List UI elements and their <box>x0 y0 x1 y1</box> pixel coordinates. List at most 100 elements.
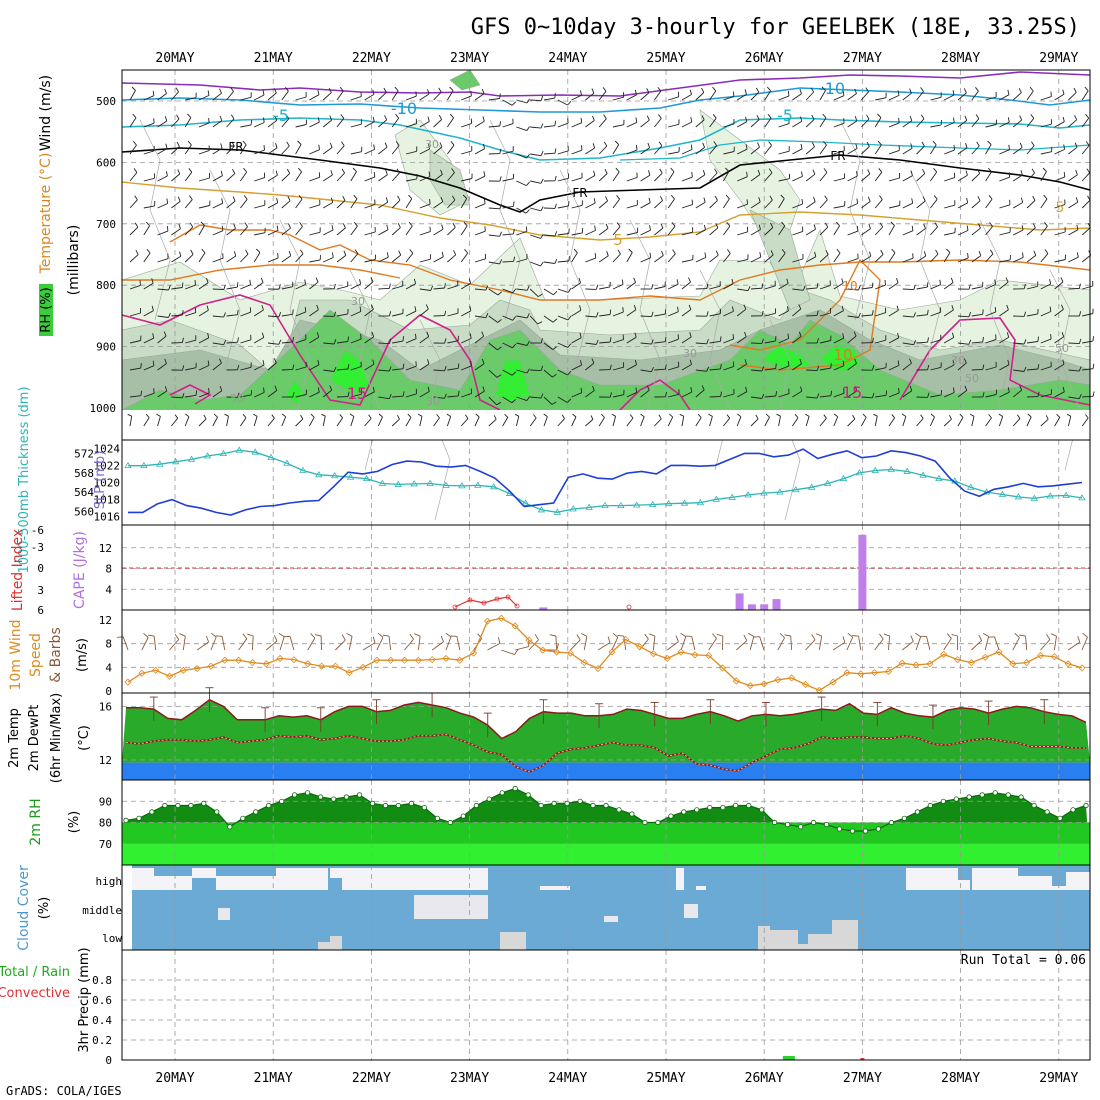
lifted-index-marker <box>626 604 632 610</box>
wind-barb <box>833 225 840 236</box>
wind-barb <box>557 315 569 321</box>
thickness-marker <box>617 501 625 508</box>
wind-barb <box>543 261 555 264</box>
wind-barb <box>819 199 828 209</box>
wind-barb-flag <box>594 253 597 259</box>
temperature-tick-label: 16 <box>99 700 112 713</box>
wind-barb <box>184 144 192 155</box>
wind-barb-flag <box>164 386 168 392</box>
rh-marker <box>875 826 882 832</box>
wind-barb-flag <box>395 114 400 119</box>
contour-label: FR <box>572 186 587 200</box>
wind-barb-flag <box>220 170 223 176</box>
wind-barb-flag <box>591 88 595 94</box>
rh-marker <box>214 809 220 815</box>
wind-barb-flag <box>761 283 764 289</box>
wind-barb <box>847 148 858 155</box>
wind-barb-flag <box>856 198 859 204</box>
wind-barb-flag <box>414 633 421 637</box>
wind-barb-flag <box>867 196 871 202</box>
wind-barb <box>916 286 928 290</box>
wind-barb <box>598 145 608 155</box>
wind-barb <box>944 204 955 209</box>
wind-barb-flag <box>965 143 968 148</box>
wind-barb-flag <box>469 333 472 339</box>
rh-marker <box>1005 792 1011 798</box>
wind-barb <box>474 120 485 128</box>
wind-barb-flag <box>1044 222 1048 227</box>
wind-barb <box>461 95 472 101</box>
wind-barb-flag <box>982 364 985 370</box>
thickness-marker <box>792 485 800 493</box>
wind-barb-flag <box>140 390 143 396</box>
wind-barb <box>957 174 968 182</box>
wind-barb-flag <box>354 249 359 254</box>
temperature-contour <box>121 87 1091 113</box>
wind-speed-marker <box>788 674 796 682</box>
wind-barb <box>1026 416 1032 427</box>
wind-barb-flag <box>1044 249 1049 254</box>
wind-barb <box>336 313 348 317</box>
wind-barb <box>295 198 303 209</box>
wind-barb <box>902 147 913 155</box>
wind-barb <box>874 144 882 155</box>
wind-barb-flag <box>1062 359 1065 365</box>
wind-barb <box>184 199 193 209</box>
wind-barb <box>875 367 887 371</box>
wind-barb-flag <box>244 222 248 227</box>
wind-barb-flag <box>745 144 748 150</box>
wind-barb <box>267 174 278 182</box>
wind-barb-flag <box>499 231 503 237</box>
wind-barb <box>985 311 996 317</box>
wind-barb-flag <box>511 101 517 106</box>
wind-barb <box>253 309 264 317</box>
wind-speed-marker <box>290 656 298 664</box>
wind-barb <box>902 342 914 346</box>
wind-barb <box>419 336 429 344</box>
wind-barb <box>723 338 734 344</box>
wind-barb <box>171 118 180 128</box>
wind-barb-flag <box>485 313 489 318</box>
wind-barb-flag <box>824 222 829 228</box>
wind-barb <box>916 341 928 344</box>
wind-barb-flag <box>317 387 320 393</box>
wind-speed-marker <box>1050 653 1058 661</box>
wind-barb-flag <box>920 87 924 92</box>
wind-barb-flag <box>220 143 223 149</box>
wind-barb <box>792 308 802 317</box>
wind-barb-flag <box>854 358 857 364</box>
wind-barb <box>295 338 307 344</box>
wind-barb <box>557 396 568 403</box>
wind-barb-flag <box>959 413 964 418</box>
wind-barb-flag <box>768 168 773 173</box>
wind-barb <box>930 226 938 236</box>
wind-barb <box>858 636 862 651</box>
wind-barb-flag <box>821 86 826 91</box>
wind-barb-flag <box>297 167 302 173</box>
wind-speed-marker <box>1078 664 1086 672</box>
wind-barb <box>350 253 359 263</box>
wind-barb <box>875 284 886 290</box>
cloud-middle-light <box>684 904 698 918</box>
wind-barb <box>1054 336 1064 344</box>
wind-barb <box>819 144 827 155</box>
wind-barb <box>530 396 542 399</box>
wind-barb <box>971 341 983 344</box>
wind-barb <box>198 252 206 263</box>
wind-barb-flag <box>263 117 265 123</box>
wind-barb-flag <box>616 195 620 200</box>
date-label-top: 23MAY <box>450 51 489 66</box>
wind-barb-flag <box>273 635 278 642</box>
wind-barb-flag <box>554 148 557 154</box>
cloud-high-light <box>276 868 328 890</box>
wind-barb <box>778 178 790 182</box>
wind-barb-flag <box>714 195 718 201</box>
wind-barb-flag <box>706 311 709 317</box>
wind-barb <box>557 342 568 348</box>
wind-barb <box>640 369 652 373</box>
wind-barb-flag <box>526 396 530 401</box>
wind-barb <box>364 148 375 155</box>
wind-barb <box>198 149 210 155</box>
wind-barb <box>281 227 291 236</box>
thickness-marker <box>315 471 323 478</box>
